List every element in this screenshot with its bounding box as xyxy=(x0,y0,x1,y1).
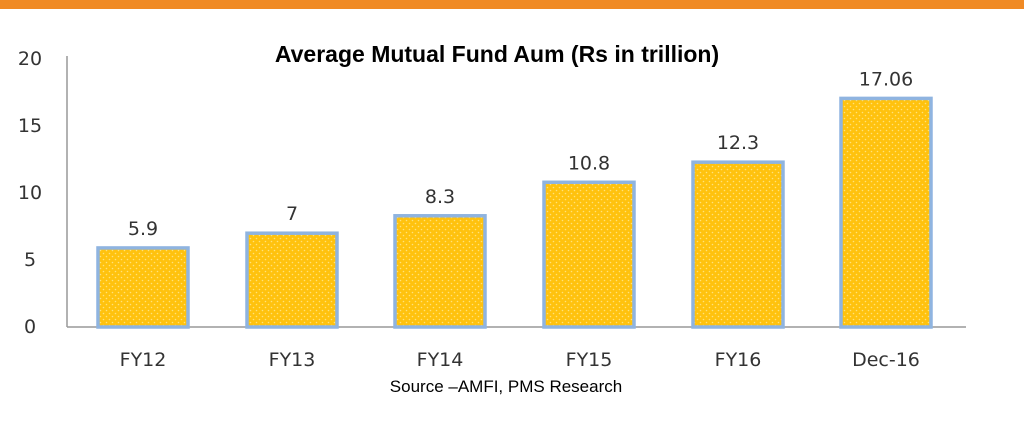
x-tick-label: FY12 xyxy=(120,349,167,371)
x-tick-label: Dec-16 xyxy=(852,349,920,371)
y-tick-label: 20 xyxy=(18,48,42,70)
data-label: 7 xyxy=(286,203,298,225)
top-accent-band xyxy=(0,0,1024,9)
data-label: 10.8 xyxy=(568,152,610,174)
data-label: 5.9 xyxy=(128,218,158,240)
bar-FY14 xyxy=(393,214,487,329)
source-note: Source –AMFI, PMS Research xyxy=(390,377,622,396)
y-tick-label: 0 xyxy=(24,316,36,338)
y-tick-label: 10 xyxy=(18,182,42,204)
x-tick-label: FY16 xyxy=(715,349,762,371)
x-tick-label: FY14 xyxy=(417,349,464,371)
bar-FY12 xyxy=(96,246,190,329)
x-tick-label: FY13 xyxy=(269,349,316,371)
chart-title: Average Mutual Fund Aum (Rs in trillion) xyxy=(275,41,719,67)
y-tick-label: 5 xyxy=(24,249,36,271)
x-tick-label: FY15 xyxy=(566,349,613,371)
data-label: 17.06 xyxy=(859,68,913,90)
bar-FY16 xyxy=(691,160,785,329)
bar-FY13 xyxy=(245,231,339,329)
bar-Dec-16 xyxy=(839,96,933,329)
y-tick-label: 15 xyxy=(18,115,42,137)
bar-FY15 xyxy=(542,180,636,329)
data-label: 12.3 xyxy=(717,132,759,154)
data-label: 8.3 xyxy=(425,186,455,208)
